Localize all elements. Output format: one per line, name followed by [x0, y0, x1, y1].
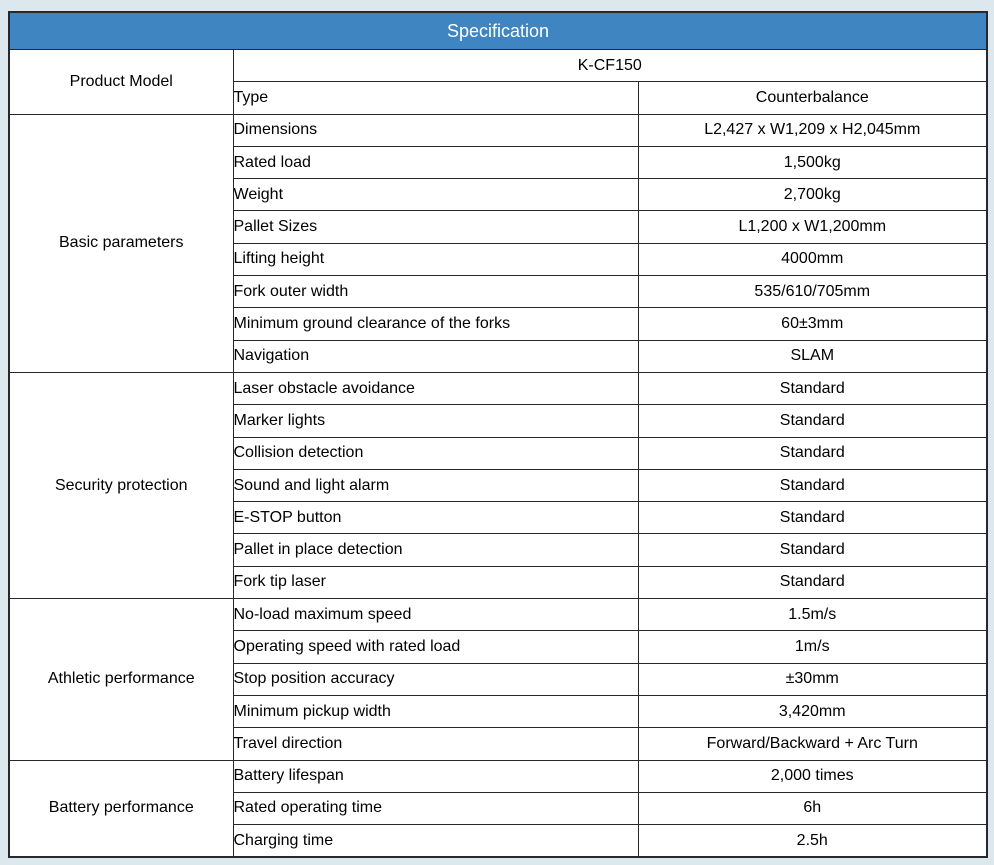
table-row: Fork tip laser Standard — [9, 565, 988, 600]
section-label: Battery performance — [8, 759, 234, 858]
param-value: 3,420mm — [637, 694, 988, 729]
param-value: Standard — [637, 371, 988, 406]
param-name: Operating speed with rated load — [232, 630, 639, 664]
param-name: No-load maximum speed — [232, 598, 639, 632]
table-row: Pallet in place detection Standard — [9, 533, 988, 567]
product-model-value: K-CF150 — [232, 48, 988, 83]
specification-table: Specification Product Model K-CF150 Type Co… — [8, 11, 988, 858]
table-row: Minimum ground clearance of the forks 60±… — [9, 307, 988, 341]
param-name: Navigation — [232, 339, 639, 373]
param-name: Sound and light alarm — [232, 468, 639, 503]
table-title: Specification — [8, 11, 988, 50]
param-name: Charging time — [232, 824, 639, 858]
param-value: Standard — [637, 565, 988, 600]
param-name: Fork tip laser — [232, 565, 639, 600]
param-name: Minimum pickup width — [232, 694, 639, 729]
section-label: Athletic performance — [8, 598, 234, 761]
param-value: Standard — [637, 436, 988, 470]
param-value: Counterbalance — [637, 81, 988, 115]
spec-table-body: Product Model K-CF150 Type Counterbalance Ba… — [8, 48, 988, 858]
param-name: Pallet Sizes — [232, 210, 639, 244]
table-row: Pallet Sizes L1,200 x W1,200mm — [9, 210, 988, 244]
table-row: E-STOP button Standard — [9, 501, 988, 535]
param-name: Travel direction — [232, 727, 639, 761]
param-value: Forward/Backward + Arc Turn — [637, 727, 988, 761]
section-label: Security protection — [8, 371, 234, 600]
param-value: SLAM — [637, 339, 988, 373]
table-row: Rated load 1,500kg — [9, 145, 988, 180]
param-value: ±30mm — [637, 662, 988, 696]
param-name: Rated load — [232, 145, 639, 180]
table-row: Security protection Laser obstacle avoida… — [8, 371, 988, 600]
param-value: 1m/s — [637, 630, 988, 664]
param-value: L2,427 x W1,209 x H2,045mm — [637, 113, 988, 147]
table-row: Fork outer width 535/610/705mm — [9, 275, 988, 309]
param-value: 60±3mm — [637, 307, 988, 341]
param-value: 2.5h — [637, 824, 988, 858]
table-row: Sound and light alarm Standard — [9, 468, 988, 503]
table-row: Type Counterbalance — [9, 81, 988, 115]
table-row: Battery performance Battery lifespan 2,000… — [8, 759, 988, 858]
param-name: Battery lifespan — [232, 759, 639, 793]
table-row: Lifting height 4000mm — [9, 242, 988, 277]
param-value: 4000mm — [637, 242, 988, 277]
table-row: Minimum pickup width 3,420mm — [9, 694, 988, 729]
param-value: 2,700kg — [637, 178, 988, 212]
table-row: Stop position accuracy ±30mm — [9, 662, 988, 696]
section-label: Basic parameters — [8, 113, 234, 373]
param-value: Standard — [637, 404, 988, 438]
param-name: Type — [232, 81, 639, 115]
param-value: Standard — [637, 468, 988, 503]
param-name: Marker lights — [232, 404, 639, 438]
param-value: L1,200 x W1,200mm — [637, 210, 988, 244]
product-model-label: Product Model — [8, 49, 234, 115]
table-row: Charging time 2.5h — [9, 824, 988, 858]
param-name: Rated operating time — [232, 791, 639, 826]
param-value: 1,500kg — [637, 145, 988, 180]
table-row: Athletic performance No-load maximum spee… — [8, 598, 988, 761]
param-name: Lifting height — [232, 242, 639, 277]
param-name: Minimum ground clearance of the forks — [232, 307, 639, 341]
param-name: Pallet in place detection — [232, 533, 639, 567]
param-value: Standard — [637, 533, 988, 567]
param-name: Dimensions — [232, 113, 639, 147]
param-value: 6h — [637, 791, 988, 826]
param-value: Standard — [637, 501, 988, 535]
table-row: Product Model K-CF150 — [8, 48, 988, 115]
table-row: Basic parameters Dimensions L2,427 x W1,20… — [8, 113, 988, 373]
param-value: 535/610/705mm — [637, 275, 988, 309]
table-row: Weight 2,700kg — [9, 178, 988, 212]
param-name: Laser obstacle avoidance — [232, 371, 639, 406]
param-value: 2,000 times — [637, 759, 988, 793]
table-title-row: Specification — [8, 11, 988, 50]
param-value: 1.5m/s — [637, 598, 988, 632]
table-row: Operating speed with rated load 1m/s — [9, 630, 988, 664]
param-name: Fork outer width — [232, 275, 639, 309]
param-name: E-STOP button — [232, 501, 639, 535]
param-name: Weight — [232, 178, 639, 212]
param-name: Collision detection — [232, 436, 639, 470]
param-name: Stop position accuracy — [232, 662, 639, 696]
table-row: Navigation SLAM — [9, 339, 988, 373]
